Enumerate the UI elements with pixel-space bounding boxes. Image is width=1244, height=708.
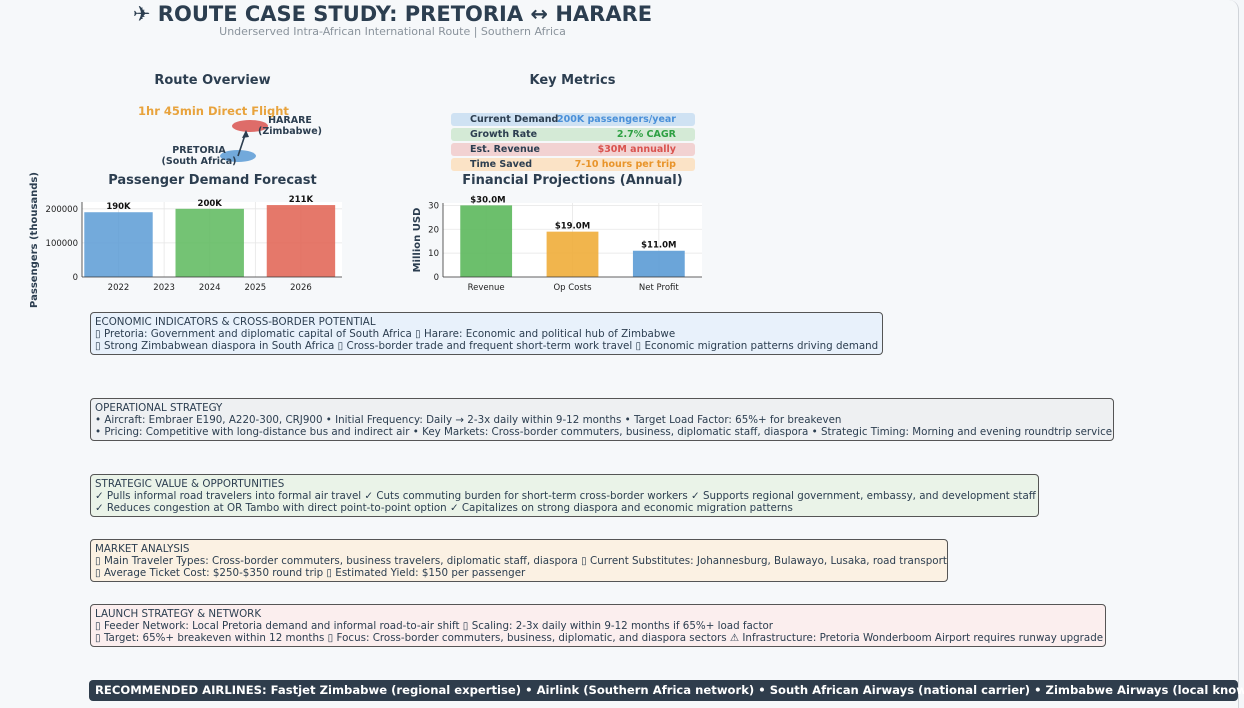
section-line: ▯ Feeder Network: Local Pretoria demand … [95, 620, 774, 632]
page-subtitle: Underserved Intra-African International … [219, 25, 566, 38]
finance-data-label: $30.0M [470, 195, 505, 205]
metric-row: Est. Revenue $30M annually [451, 143, 695, 156]
demand-bar [266, 205, 336, 277]
route-overview-title: Route Overview [154, 73, 271, 88]
demand-bar [175, 208, 244, 277]
x-tick-label: Op Costs [553, 283, 592, 293]
y-tick-label: 20 [428, 225, 439, 235]
harare-label: HARARE (Zimbabwe) [258, 115, 322, 137]
y-tick-label: 200000 [46, 205, 78, 215]
harare-marker [232, 120, 268, 132]
metric-row: Time Saved 7-10 hours per trip [451, 158, 695, 171]
y-tick-label: 0 [434, 273, 439, 283]
route-arrowhead [242, 130, 249, 138]
section-line: ▯ Main Traveler Types: Cross-border comm… [95, 555, 947, 567]
y-tick-label: 10 [428, 249, 439, 259]
recommended-airlines-banner: RECOMMENDED AIRLINES: Fastjet Zimbabwe (… [89, 680, 1244, 701]
x-tick-label: 2024 [199, 283, 221, 293]
demand-bar [84, 212, 153, 277]
metric-label: Est. Revenue [470, 144, 540, 155]
section-operational-strategy: OPERATIONAL STRATEGY • Aircraft: Embraer… [90, 398, 1114, 441]
section-title: ECONOMIC INDICATORS & CROSS-BORDER POTEN… [95, 316, 376, 328]
finance-bar [632, 250, 685, 277]
y-tick-label: 100000 [46, 239, 78, 249]
metric-value: 2.7% CAGR [616, 129, 676, 140]
finance-chart-title: Financial Projections (Annual) [462, 173, 683, 188]
x-tick-label: Revenue [468, 283, 505, 293]
page-title: ✈ ROUTE CASE STUDY: PRETORIA ↔ HARARE [132, 2, 653, 26]
y-tick-label: 30 [428, 201, 439, 211]
finance-data-label: $11.0M [641, 241, 676, 251]
x-tick-label: 2026 [290, 283, 312, 293]
metric-value: 200K passengers/year [556, 114, 676, 125]
key-metrics-title: Key Metrics [529, 73, 616, 88]
section-line: • Pricing: Competitive with long-distanc… [95, 426, 1113, 438]
metric-label: Current Demand [470, 114, 559, 125]
section-line: ▯ Strong Zimbabwean diaspora in South Af… [95, 340, 879, 352]
demand-data-label: 211K [289, 195, 314, 205]
section-title: OPERATIONAL STRATEGY [95, 402, 223, 414]
section-title: LAUNCH STRATEGY & NETWORK [95, 608, 262, 620]
section-title: STRATEGIC VALUE & OPPORTUNITIES [95, 478, 285, 490]
flight-duration: 1hr 45min Direct Flight [138, 104, 289, 118]
demand-data-label: 190K [106, 202, 131, 212]
demand-data-label: 200K [198, 199, 223, 209]
section-strategic-value: STRATEGIC VALUE & OPPORTUNITIES ✓ Pulls … [90, 474, 1039, 517]
finance-data-label: $19.0M [555, 222, 590, 232]
x-tick-label: 2023 [153, 283, 175, 293]
metric-label: Growth Rate [470, 129, 538, 140]
metric-value: $30M annually [597, 144, 676, 155]
x-tick-label: 2025 [245, 283, 267, 293]
pretoria-label: PRETORIA (South Africa) [161, 145, 237, 167]
section-line: ✓ Pulls informal road travelers into for… [95, 490, 1036, 502]
demand-y-axis-label: Passengers (thousands) [29, 172, 40, 308]
section-economic-indicators: ECONOMIC INDICATORS & CROSS-BORDER POTEN… [90, 312, 883, 355]
section-title: MARKET ANALYSIS [95, 543, 190, 555]
section-line: ▯ Pretoria: Government and diplomatic ca… [95, 328, 676, 340]
section-launch-strategy: LAUNCH STRATEGY & NETWORK ▯ Feeder Netwo… [90, 604, 1106, 647]
x-tick-label: 2022 [108, 283, 130, 293]
section-line: ✓ Reduces congestion at OR Tambo with di… [95, 502, 793, 514]
metric-label: Time Saved [470, 159, 533, 170]
metric-row: Growth Rate 2.7% CAGR [451, 128, 695, 141]
x-tick-label: Net Profit [639, 283, 679, 293]
y-tick-label: 0 [73, 273, 78, 283]
finance-y-axis-label: Million USD [412, 208, 423, 273]
metric-value: 7-10 hours per trip [574, 159, 676, 170]
section-line: • Aircraft: Embraer E190, A220-300, CRJ9… [95, 414, 842, 426]
section-line: ▯ Target: 65%+ breakeven within 12 month… [95, 632, 1104, 644]
section-market-analysis: MARKET ANALYSIS ▯ Main Traveler Types: C… [90, 539, 948, 582]
demand-chart-title: Passenger Demand Forecast [108, 173, 317, 188]
finance-bar [546, 231, 599, 277]
finance-bar [460, 205, 513, 277]
metric-row: Current Demand 200K passengers/year [451, 113, 695, 126]
section-line: ▯ Average Ticket Cost: $250-$350 round t… [95, 567, 526, 579]
